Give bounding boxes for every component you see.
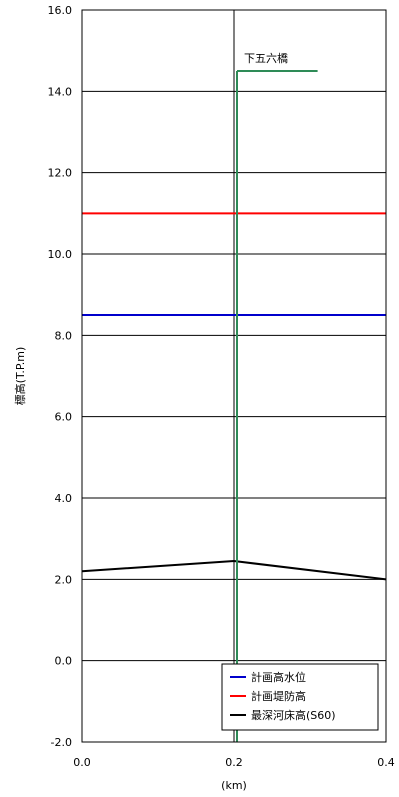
y-tick-label: 16.0 xyxy=(48,4,73,17)
y-tick-label: 6.0 xyxy=(55,411,73,424)
y-tick-label: 2.0 xyxy=(55,573,73,586)
y-tick-label: 10.0 xyxy=(48,248,73,261)
grid-lines xyxy=(81,9,387,743)
legend-label: 計画堤防高 xyxy=(251,689,306,703)
y-tick-label: -2.0 xyxy=(51,736,72,749)
x-tick-label: 0.0 xyxy=(73,756,91,769)
x-axis-title: (km) xyxy=(221,779,247,792)
y-tick-labels: -2.0 0.0 2.0 4.0 6.0 8.0 10.0 12.0 14.0 16.0 xyxy=(48,4,73,749)
y-tick-label: 12.0 xyxy=(48,167,73,180)
y-tick-label: 8.0 xyxy=(55,329,73,342)
y-axis-title: 標高(T.P.m) xyxy=(13,347,27,406)
series-lines xyxy=(81,212,387,581)
series-line xyxy=(81,560,387,581)
x-tick-labels: 0.0 0.2 0.4 xyxy=(73,756,395,769)
y-tick-label: 14.0 xyxy=(48,85,73,98)
legend-box xyxy=(221,663,379,731)
bridge-label: 下五六橋 xyxy=(244,51,288,65)
legend-label: 最深河床高(S60) xyxy=(251,708,336,722)
y-tick-label: 4.0 xyxy=(55,492,73,505)
y-tick-label: 0.0 xyxy=(55,655,73,668)
x-tick-label: 0.2 xyxy=(225,756,243,769)
legend-label: 計画高水位 xyxy=(251,670,306,684)
x-tick-label: 0.4 xyxy=(377,756,395,769)
annotations: 下五六橋 xyxy=(236,51,318,742)
plot-frame xyxy=(81,9,387,743)
